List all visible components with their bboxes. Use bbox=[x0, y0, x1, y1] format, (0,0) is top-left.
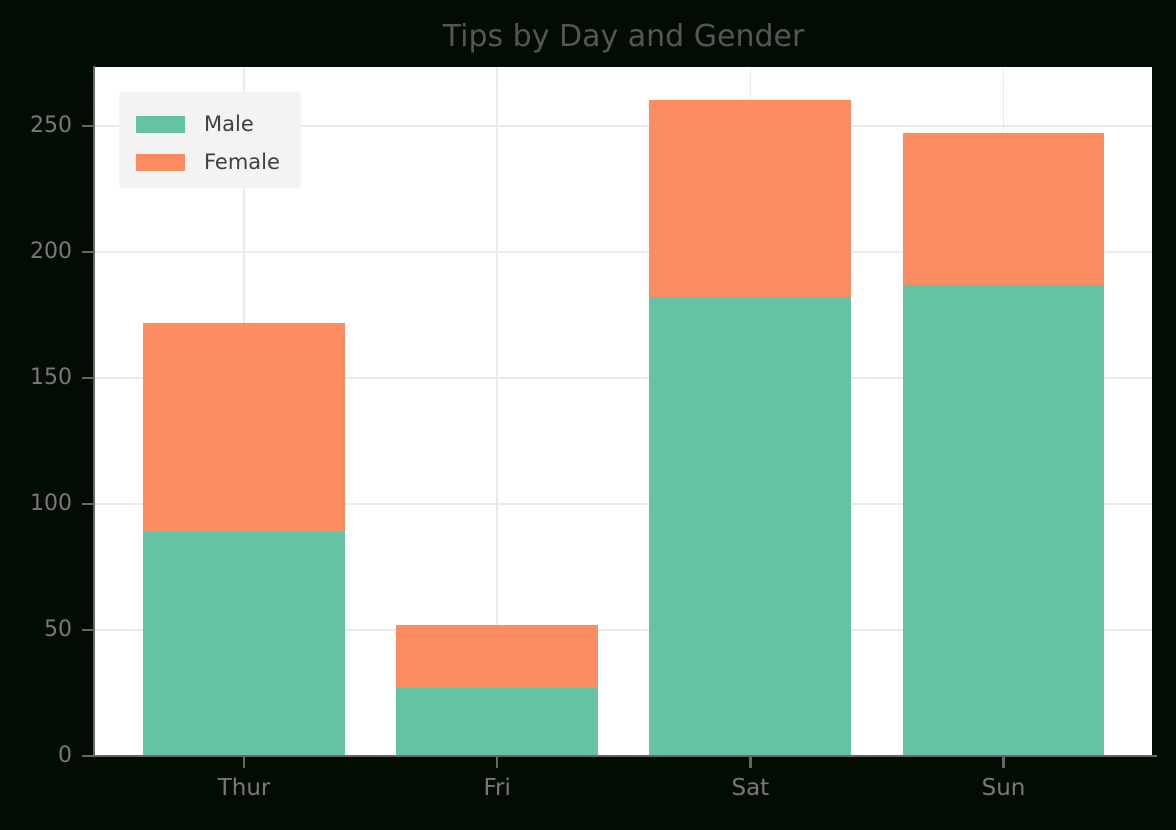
xtick-label-thur: Thur bbox=[217, 775, 271, 801]
bar-thur-male bbox=[143, 530, 345, 756]
bar-sun-female bbox=[902, 132, 1105, 286]
bar-thur-female bbox=[143, 322, 345, 531]
legend: Male Female bbox=[119, 92, 301, 188]
bar-sat-male bbox=[649, 297, 852, 756]
gridline-y-250 bbox=[95, 125, 1152, 127]
xtick-label-fri: Fri bbox=[483, 775, 511, 801]
bar-fri-female bbox=[396, 625, 599, 689]
ytick-mark-250 bbox=[82, 124, 93, 128]
xtick-mark-sun bbox=[1002, 757, 1005, 768]
xtick-mark-sat bbox=[749, 757, 752, 768]
legend-item-female: Female bbox=[136, 143, 301, 181]
legend-item-male: Male bbox=[136, 105, 301, 143]
ytick-label-200: 200 bbox=[30, 238, 72, 264]
bar-fri-male bbox=[396, 688, 599, 756]
bar-sun-male bbox=[902, 285, 1105, 756]
ytick-label-50: 50 bbox=[44, 616, 72, 642]
legend-swatch-female-icon bbox=[136, 153, 185, 171]
xtick-mark-thur bbox=[242, 757, 246, 768]
legend-swatch-male-icon bbox=[136, 115, 185, 133]
ytick-mark-50 bbox=[82, 628, 93, 632]
ytick-mark-100 bbox=[82, 502, 93, 506]
gridline-y-100 bbox=[95, 503, 1152, 505]
ytick-label-100: 100 bbox=[30, 490, 72, 516]
bar-sat-female bbox=[649, 99, 852, 298]
ytick-label-0: 0 bbox=[58, 743, 72, 768]
gridline-x-fri bbox=[496, 67, 498, 756]
bars-layer bbox=[95, 67, 1152, 756]
legend-label-female: Female bbox=[204, 149, 280, 174]
gridline-y-150 bbox=[95, 377, 1152, 379]
ytick-mark-200 bbox=[82, 250, 93, 254]
ytick-mark-150 bbox=[82, 376, 93, 380]
chart-title: Tips by Day and Gender bbox=[442, 19, 805, 54]
ytick-label-150: 150 bbox=[30, 364, 72, 390]
x-axis-spine bbox=[92, 754, 1157, 757]
xtick-label-sat: Sat bbox=[731, 775, 770, 801]
xtick-mark-fri bbox=[495, 757, 499, 768]
gridline-y-200 bbox=[95, 251, 1152, 253]
legend-label-male: Male bbox=[204, 111, 254, 136]
ytick-label-250: 250 bbox=[30, 112, 72, 138]
xtick-label-sun: Sun bbox=[981, 775, 1026, 801]
y-axis-spine bbox=[92, 66, 95, 757]
ytick-mark-0 bbox=[82, 754, 93, 758]
plot-area: Male Female bbox=[95, 67, 1152, 756]
gridline-y-50 bbox=[95, 629, 1152, 631]
